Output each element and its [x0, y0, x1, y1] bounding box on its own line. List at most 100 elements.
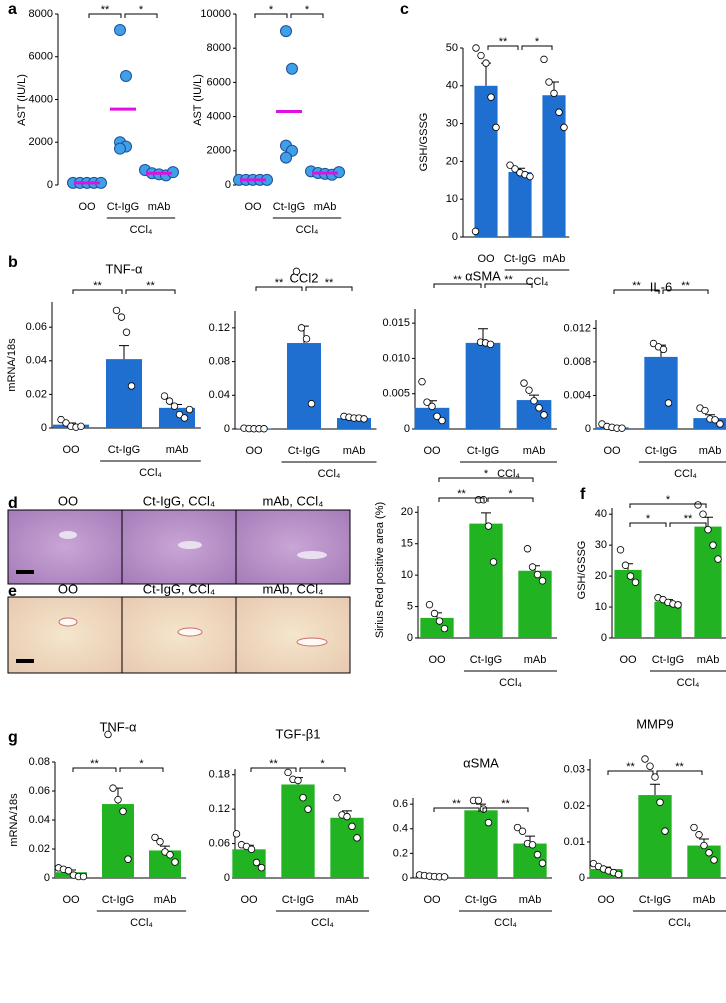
data-point [539, 860, 546, 867]
y-tick-label: 0 [47, 179, 53, 191]
x-tick-label: Ct-IgG [102, 894, 134, 906]
y-axis-label: mRNA/18s [6, 338, 18, 392]
y-tick-label: 0.010 [382, 352, 410, 364]
chart-title: TGF-β1 [275, 726, 320, 741]
y-tick-label: 8000 [207, 42, 231, 54]
y-tick-label: 30 [595, 539, 607, 551]
data-point [541, 56, 548, 63]
data-point [300, 794, 307, 801]
data-point [705, 526, 712, 533]
x-tick-label: OO [240, 894, 258, 906]
significance-label: ** [90, 758, 99, 770]
significance-label: ** [93, 280, 102, 292]
error-bar [481, 513, 491, 524]
y-tick-label: 0.06 [209, 837, 230, 849]
y-tick-label: 0 [224, 423, 230, 435]
data-point [665, 400, 672, 407]
data-point [521, 380, 528, 387]
significance-label: ** [146, 280, 155, 292]
group-label: CCl₄ [318, 468, 341, 480]
data-point [334, 794, 341, 801]
image-label: mAb, CCl₄ [263, 493, 324, 508]
data-point [546, 79, 553, 86]
y-tick-label: 0 [41, 422, 47, 434]
y-tick-label: 2000 [207, 145, 231, 157]
group-label: CCl₄ [494, 917, 517, 929]
bar [638, 795, 671, 878]
micrograph [122, 510, 236, 584]
group-label: CCl₄ [311, 917, 334, 929]
x-tick-label: Ct-IgG [288, 445, 320, 457]
y-tick-label: 0.015 [382, 317, 410, 329]
data-point [488, 94, 495, 101]
data-point [298, 325, 305, 332]
significance-label: * [484, 468, 489, 480]
y-tick-label: 0 [224, 872, 230, 884]
x-tick-label: OO [244, 201, 262, 213]
data-point [172, 859, 179, 866]
y-tick-label: 0.04 [209, 389, 230, 401]
y-tick-label: 0 [407, 632, 413, 644]
data-point [303, 336, 310, 343]
vessel [59, 531, 77, 539]
x-tick-label: Ct-IgG [465, 894, 497, 906]
significance-label: ** [504, 274, 513, 286]
significance-label: ** [501, 798, 510, 810]
bar [474, 86, 497, 237]
x-tick-label: mAb [543, 253, 566, 265]
data-point [702, 407, 709, 414]
x-tick-label: mAb [154, 894, 177, 906]
bar [469, 524, 502, 638]
y-tick-label: 10 [595, 601, 607, 613]
y-tick-label: 0 [452, 231, 458, 243]
x-tick-label: OO [477, 253, 495, 265]
y-tick-label: 0.01 [564, 836, 585, 848]
bar [644, 357, 677, 429]
y-tick-label: 0.005 [382, 388, 410, 400]
data-point [717, 421, 724, 428]
bar [694, 527, 721, 638]
data-point [115, 796, 122, 803]
micrograph [236, 597, 350, 673]
panel-letter: f [580, 486, 586, 503]
y-tick-label: 0.02 [26, 388, 47, 400]
group-label: CCl₄ [674, 468, 697, 480]
y-axis-label: AST (IU/L) [16, 74, 28, 126]
data-point [619, 425, 626, 432]
chart-title: αSMA [465, 268, 501, 283]
y-tick-label: 0.12 [209, 803, 230, 815]
x-tick-label: OO [245, 445, 263, 457]
group-label: CCl₄ [139, 467, 162, 479]
significance-label: * [666, 494, 671, 506]
y-axis-label: Sirius Red positive area (%) [374, 502, 386, 638]
y-tick-label: 0.06 [26, 321, 47, 333]
y-tick-label: 30 [446, 118, 458, 130]
y-tick-label: 0.2 [393, 847, 408, 859]
data-point [441, 625, 448, 632]
x-tick-label: mAb [343, 445, 366, 457]
chart-title: TNF-α [105, 261, 143, 276]
bar [287, 343, 321, 429]
data-point [675, 602, 682, 609]
data-point [287, 63, 298, 74]
y-tick-label: 4000 [207, 111, 231, 123]
y-tick-label: 4000 [29, 93, 53, 105]
data-point [551, 90, 558, 97]
data-point [354, 835, 361, 842]
data-point [531, 397, 538, 404]
data-point [556, 109, 563, 116]
data-point [478, 52, 485, 59]
significance-label: * [305, 4, 310, 16]
x-tick-label: OO [62, 444, 80, 456]
x-tick-label: Ct-IgG [273, 201, 305, 213]
data-point [526, 387, 533, 394]
data-point [642, 756, 649, 763]
data-point [660, 346, 667, 353]
